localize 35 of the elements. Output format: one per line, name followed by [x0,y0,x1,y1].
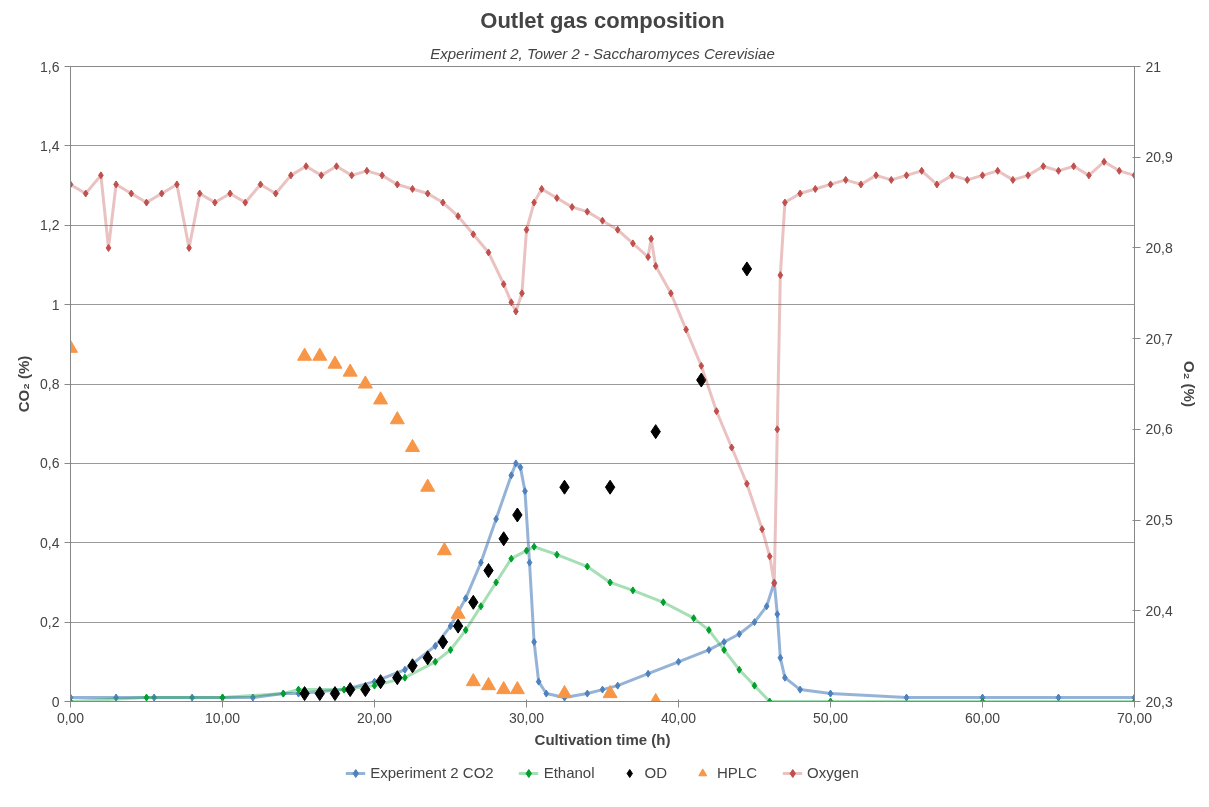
x-tick-label: 50,00 [812,709,849,726]
y2-tick-label: 20,3 [1145,693,1173,710]
x-tick-label: 60,00 [964,709,1001,726]
legend-label: Ethanol [543,764,595,781]
x-tick-label: 20,00 [356,709,393,726]
y-axis-title: CO₂ (%) [15,355,33,413]
y-tick-label: 1,4 [40,137,60,154]
y-tick-label: 1,6 [40,58,60,75]
x-tick-label: 40,00 [660,709,697,726]
y-tick-label: 1 [51,296,60,313]
x-tick-label: 30,00 [508,709,545,726]
legend-label: Oxygen [807,764,859,781]
x-tick-label: 70,00 [1116,709,1153,726]
y-tick-label: 0 [51,693,60,710]
y2-tick-label: 20,6 [1145,421,1173,438]
y2-axis-title: O₂ (%) [1180,361,1198,407]
y-tick-label: 0,8 [40,376,60,392]
y-tick-label: 0,6 [40,455,60,472]
legend-label: Experiment 2 CO2 [370,764,494,781]
chart-title: Outlet gas composition [480,7,725,33]
y2-tick-label: 20,9 [1145,149,1173,166]
legend-label: OD [644,764,668,781]
y2-tick-label: 21 [1145,58,1162,75]
y2-tick-label: 20,4 [1145,602,1173,619]
chart-subtitle: Experiment 2, Tower 2 - Saccharomyces Cerevisiae [430,44,775,62]
y2-tick-label: 20,7 [1145,330,1173,347]
x-tick-label: 0,00 [56,709,85,726]
y-tick-label: 1,2 [40,217,60,234]
y-tick-label: 0,4 [40,534,60,551]
y2-tick-label: 20,5 [1145,512,1173,529]
y-tick-label: 0,2 [40,614,60,631]
legend-label: HPLC [717,764,758,781]
x-tick-label: 10,00 [204,709,241,726]
y2-tick-label: 20,8 [1145,239,1173,256]
x-axis-title: Cultivation time (h) [534,730,671,748]
